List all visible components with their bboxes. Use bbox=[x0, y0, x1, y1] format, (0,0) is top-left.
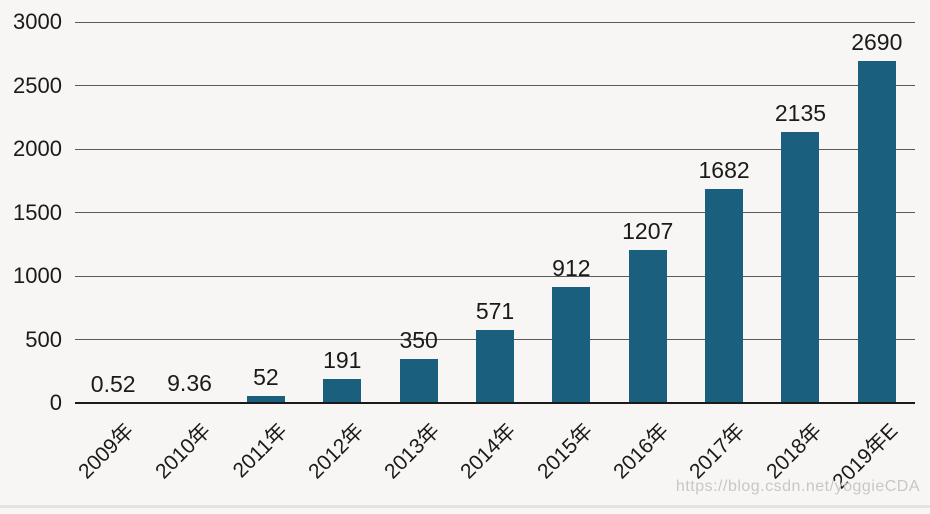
x-tick-label: 2014年 bbox=[456, 419, 521, 484]
y-tick-label: 3000 bbox=[13, 9, 62, 34]
bar bbox=[399, 358, 438, 403]
bottom-edge-strip bbox=[0, 505, 930, 508]
value-label: 912 bbox=[552, 255, 591, 282]
x-tick-label: 2017年 bbox=[685, 419, 750, 484]
value-label: 350 bbox=[399, 326, 438, 353]
value-label: 2690 bbox=[851, 29, 903, 56]
x-tick-label: 2015年 bbox=[532, 419, 597, 484]
value-label: 1207 bbox=[622, 217, 674, 244]
x-tick-label: 2010年 bbox=[150, 419, 216, 484]
y-tick-label: 0 bbox=[49, 390, 62, 415]
value-label: 191 bbox=[323, 346, 362, 373]
bar bbox=[705, 189, 744, 403]
bar bbox=[323, 378, 362, 403]
y-tick-label: 1500 bbox=[13, 199, 62, 225]
gridline bbox=[75, 21, 915, 23]
x-tick-label: 2009年 bbox=[74, 419, 139, 484]
x-tick-label: 2018年 bbox=[761, 419, 827, 484]
y-tick-label: 2000 bbox=[13, 136, 62, 161]
bar bbox=[246, 396, 285, 403]
y-tick-label: 2500 bbox=[13, 72, 62, 98]
x-axis-line bbox=[75, 402, 915, 404]
bar bbox=[476, 330, 514, 403]
bar bbox=[628, 249, 667, 403]
gridline bbox=[75, 212, 915, 213]
value-label: 2135 bbox=[774, 99, 827, 126]
x-tick-label: 2013年 bbox=[380, 419, 445, 484]
y-tick-label: 500 bbox=[25, 326, 62, 352]
bar bbox=[857, 61, 896, 403]
x-tick-label: 2016年 bbox=[609, 419, 674, 484]
value-label: 9.36 bbox=[167, 369, 212, 396]
gridline bbox=[75, 85, 915, 86]
gridline bbox=[75, 275, 915, 277]
gridline bbox=[75, 148, 915, 150]
value-label: 0.52 bbox=[90, 370, 136, 397]
x-tick-label: 2012年 bbox=[303, 419, 368, 484]
watermark: https://blog.csdn.net/yoggieCDA bbox=[675, 478, 920, 495]
x-tick-label: 2011年 bbox=[228, 419, 292, 483]
y-tick-label: 1000 bbox=[13, 263, 62, 288]
value-label: 1682 bbox=[698, 157, 750, 184]
bar bbox=[781, 131, 820, 403]
value-label: 52 bbox=[253, 364, 279, 391]
value-label: 571 bbox=[475, 298, 515, 325]
bar bbox=[552, 287, 591, 403]
